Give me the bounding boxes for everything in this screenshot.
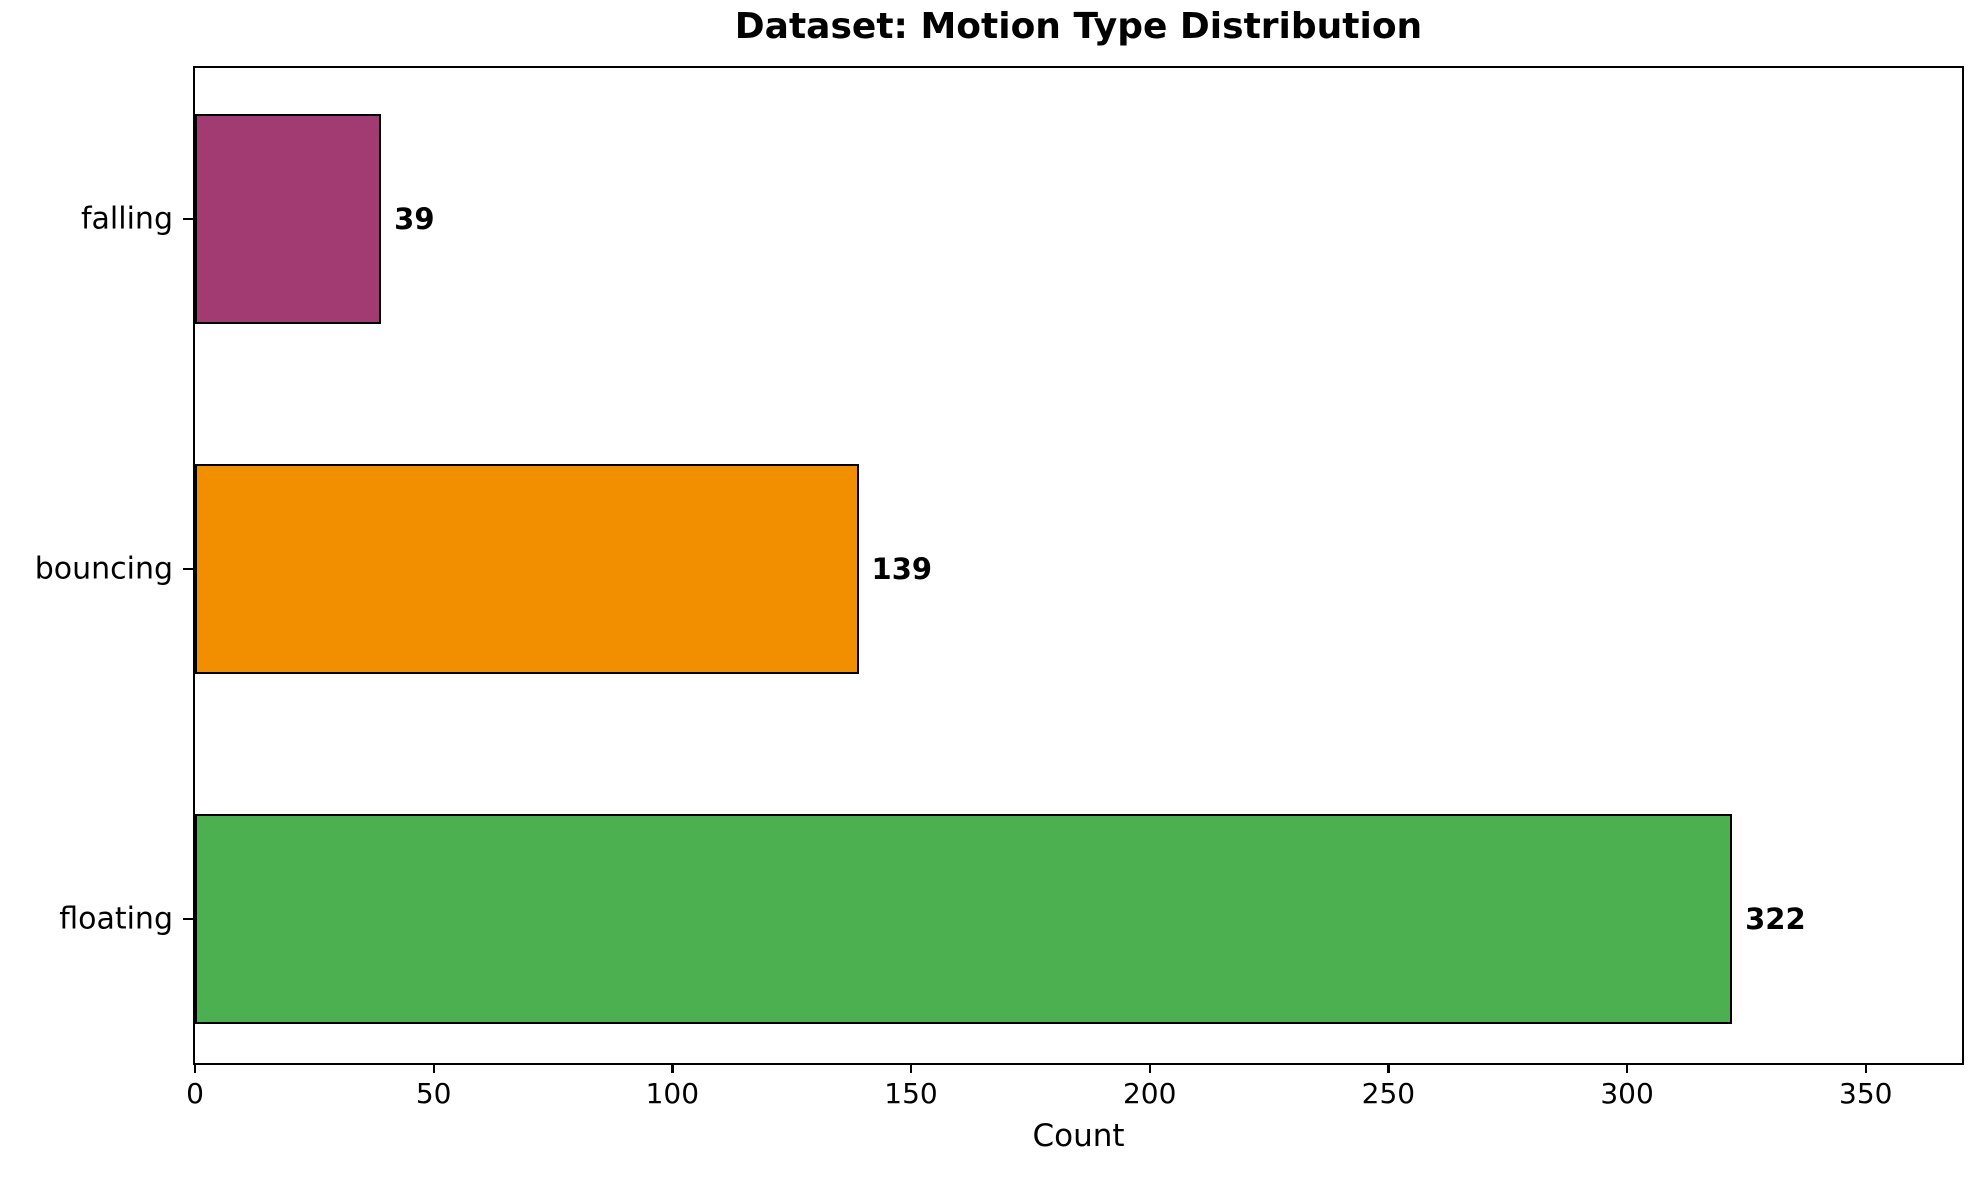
bar-falling xyxy=(195,114,382,324)
y-tick-mark xyxy=(183,918,193,921)
x-tick-label-250: 250 xyxy=(1361,1077,1416,1110)
y-tick-mark xyxy=(183,218,193,221)
x-tick-mark xyxy=(1387,1063,1390,1073)
x-tick-mark xyxy=(910,1063,913,1073)
y-tick-label-falling: falling xyxy=(80,201,173,237)
x-axis-label: Count xyxy=(1032,1118,1125,1154)
chart-title: Dataset: Motion Type Distribution xyxy=(734,6,1423,47)
x-tick-label-100: 100 xyxy=(645,1077,700,1110)
x-tick-mark xyxy=(432,1063,435,1073)
x-tick-mark xyxy=(194,1063,197,1073)
bar-bouncing xyxy=(195,464,859,674)
bar-floating xyxy=(195,814,1733,1024)
x-tick-label-300: 300 xyxy=(1600,1077,1654,1110)
x-tick-mark xyxy=(671,1063,674,1073)
y-tick-label-bouncing: bouncing xyxy=(34,551,173,587)
bar-value-label: 322 xyxy=(1745,902,1806,936)
bar-value-label: 139 xyxy=(871,552,933,586)
x-tick-mark xyxy=(1148,1063,1151,1073)
x-tick-label-150: 150 xyxy=(884,1077,938,1110)
x-tick-label-0: 0 xyxy=(186,1077,204,1110)
x-tick-label-200: 200 xyxy=(1122,1077,1177,1110)
x-tick-mark xyxy=(1626,1063,1629,1073)
x-tick-mark xyxy=(1864,1063,1867,1073)
plot-area: 39 falling 139 bouncing 322 floating 0 50 100 150… xyxy=(35,66,1964,1110)
y-tick-label-floating: floating xyxy=(59,901,173,937)
y-tick-mark xyxy=(183,568,193,571)
x-tick-label-350: 350 xyxy=(1839,1077,1893,1110)
x-tick-label-50: 50 xyxy=(415,1077,452,1110)
bar-value-label: 39 xyxy=(394,202,435,236)
